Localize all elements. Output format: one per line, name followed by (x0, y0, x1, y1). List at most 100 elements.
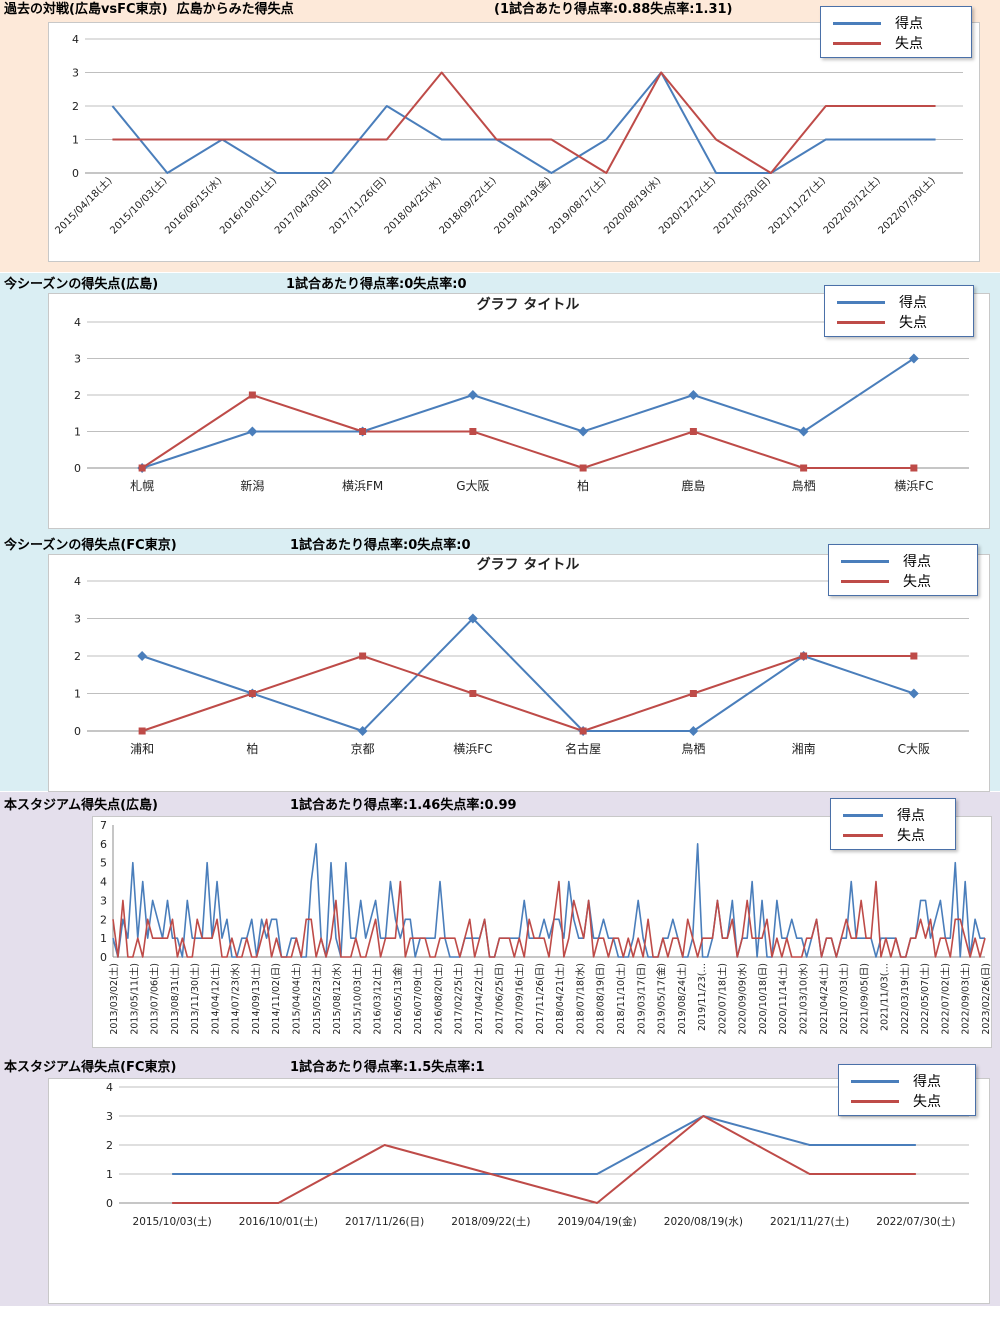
x-tick-label: 2022/07/30(土) (876, 1215, 955, 1228)
y-tick-label: 0 (100, 951, 107, 964)
x-tick-label: 2018/08/19(日) (596, 963, 607, 1035)
x-tick-label: 鳥栖 (681, 741, 705, 756)
x-tick-label: 2013/05/11(土) (128, 963, 140, 1035)
x-tick-label: 柏 (246, 741, 258, 756)
x-tick-label: 2017/09/16(土) (514, 963, 526, 1035)
x-tick-label: 2013/03/02(土) (108, 963, 120, 1035)
panel-rate: 1試合あたり得点率:1.46失点率:0.99 (290, 798, 517, 813)
panel-season-hiroshima: 今シーズンの得失点(広島) 1試合あたり得点率:0失点率:0 0 1 2 3 4 グラフ … (0, 273, 1000, 536)
x-tick-label: 2020/09/09(水) (737, 963, 749, 1035)
line-chart-stadium-hiroshima: 0 1 2 3 4 5 6 7 2013/03/02(土) 2013/05/11(土) 2013/0… (100, 819, 992, 1035)
y-tick-label: 1 (72, 134, 79, 147)
data-point-goals (688, 390, 699, 400)
x-tick-label: 2017/11/26(日) (535, 963, 546, 1035)
panel-header: 過去の対戦(広島vsFC東京) 広島からみた得失点 (1試合あたり得点率:0.8… (4, 2, 732, 66)
legend: 得点 失点 (830, 798, 956, 850)
y-tick-label: 2 (100, 913, 107, 926)
panel-header: 今シーズンの得失点(FC東京) 1試合あたり得点率:0失点率:0 (4, 538, 471, 602)
x-tick-label: 2021/11/27(土) (765, 174, 828, 237)
series-line-goals (141, 357, 915, 469)
legend: 得点 失点 (820, 6, 972, 58)
data-point-conceded (689, 690, 697, 697)
data-point-conceded (138, 727, 146, 735)
legend: 得点 失点 (824, 285, 974, 337)
legend: 得点 失点 (838, 1064, 976, 1116)
series-line-conceded (112, 880, 986, 958)
x-tick-label: 2016/08/20(土) (432, 963, 444, 1035)
y-tick-label: 0 (106, 1197, 113, 1210)
y-tick-label: 2 (106, 1139, 113, 1152)
x-tick-label: G大阪 (456, 479, 489, 493)
y-tick-label: 5 (100, 857, 107, 870)
x-tick-label: 2019/08/17(土) (546, 174, 609, 237)
x-tick-label: 2017/11/26(日) (345, 1216, 424, 1228)
series-line-goals (112, 843, 985, 958)
panel-head-to-head: 過去の対戦(広島vsFC東京) 広島からみた得失点 (1試合あたり得点率:0.8… (0, 0, 1000, 272)
data-point-conceded (469, 428, 477, 435)
data-point-goals (247, 426, 258, 437)
y-tick-label: 3 (74, 353, 81, 366)
series-line-goals (172, 1115, 916, 1175)
data-point-goals (357, 726, 368, 736)
data-point-goals (578, 426, 589, 437)
x-tick-label: 2018/04/21(土) (554, 963, 566, 1035)
x-tick-label: 2020/11/14(土) (777, 963, 789, 1035)
data-point-conceded (248, 690, 256, 697)
panel-rate: (1試合あたり得点率:0.88失点率:1.31) (494, 2, 733, 17)
y-tick-label: 0 (74, 462, 81, 475)
x-tick-label: 2020/12/12(土) (656, 174, 719, 237)
y-tick-label: 0 (72, 167, 79, 180)
x-tick-label: 2019/03/17(日) (636, 963, 647, 1035)
panel-season-fctokyo: 今シーズンの得失点(FC東京) 1試合あたり得点率:0失点率:0 0 1 2 3 4 グラ… (0, 536, 1000, 792)
x-tick-label: 2022/09/03(土) (960, 963, 972, 1035)
chart-area: 0 1 2 3 4 2015/10/03(土) 2016/10/01(土) 2017/11/2… (48, 1078, 990, 1304)
x-tick-label: 2017/04/30(日) (273, 175, 334, 236)
series-line-conceded (141, 394, 914, 469)
x-tick-label: 2015/10/03(土) (133, 1215, 212, 1228)
x-tick-label: 2022/07/02(土) (939, 963, 951, 1035)
panel-rate: 1試合あたり得点率:1.5失点率:1 (290, 1060, 485, 1075)
x-tick-label: 2020/07/18(土) (716, 963, 728, 1035)
x-tick-label: 2013/08/31(土) (169, 963, 181, 1035)
y-tick-label: 3 (100, 894, 107, 907)
x-tick-label: 横浜FM (342, 479, 383, 493)
x-tick-label: 2022/07/30(土) (875, 174, 938, 237)
data-point-conceded (910, 464, 918, 472)
x-tick-label: 2015/10/03(土) (351, 963, 363, 1035)
panel-rate: 1試合あたり得点率:0失点率:0 (286, 277, 467, 292)
x-tick-label: 新潟 (240, 478, 264, 493)
series-line-conceded (172, 1115, 916, 1204)
series-line-conceded (112, 71, 936, 174)
y-tick-label: 2 (74, 650, 81, 663)
x-tick-label: 2023/02/26(日) (981, 963, 992, 1035)
x-tick-label: 2014/07/23(水) (230, 963, 242, 1035)
y-tick-label: 1 (100, 932, 107, 945)
y-tick-label: 2 (72, 100, 79, 113)
y-tick-label: 3 (72, 67, 79, 80)
y-tick-label: 4 (74, 316, 81, 329)
x-tick-label: 2021/09/05(日) (859, 963, 870, 1035)
x-tick-label: 2015/08/12(水) (331, 963, 343, 1035)
data-point-conceded (689, 428, 697, 435)
x-tick-label: 2017/06/25(日) (494, 963, 505, 1035)
x-tick-label: 2020/08/19(水) (601, 175, 663, 237)
x-tick-label: 京都 (351, 742, 375, 756)
x-tick-label: 2020/10/18(日) (758, 963, 769, 1035)
x-tick-label: 2022/03/19(土) (899, 963, 911, 1035)
chart-area: 0 1 2 3 4 5 6 7 2013/03/02(土) 2013/05/11(土) 2013/0… (92, 816, 992, 1048)
x-tick-label: 2019/05/17(金) (656, 963, 668, 1035)
x-tick-label: 2017/04/22(土) (473, 963, 485, 1035)
x-tick-label: 2018/09/22(土) (436, 174, 499, 237)
panel-rate: 1試合あたり得点率:0失点率:0 (290, 538, 471, 553)
y-tick-label: 4 (74, 575, 81, 588)
data-point-goals (908, 353, 919, 364)
x-tick-label: 横浜FC (894, 479, 933, 493)
data-point-conceded (138, 464, 146, 472)
chart-title: グラフ タイトル (477, 296, 580, 313)
y-tick-label: 4 (100, 876, 107, 889)
data-point-conceded (469, 690, 477, 697)
panel-title: 今シーズンの得失点(FC東京) (4, 538, 177, 553)
x-tick-label: 2018/11/10(土) (615, 963, 627, 1035)
x-tick-label: 2021/07/03(土) (838, 963, 850, 1035)
